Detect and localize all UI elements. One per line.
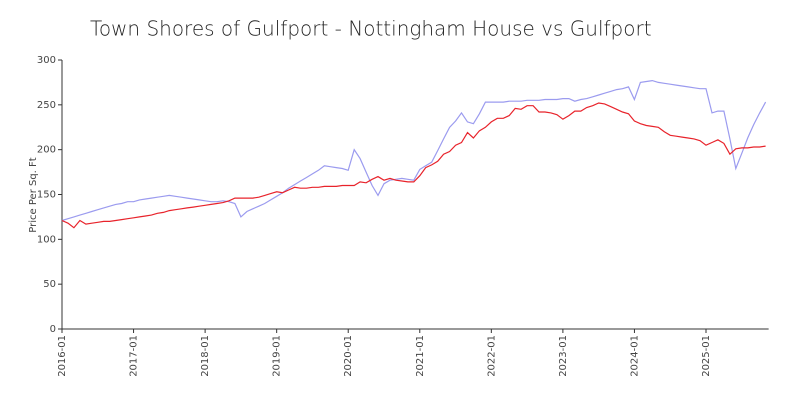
x-tick-label: 2025-01 [701,335,712,377]
x-tick-label: 2022-01 [486,335,497,377]
y-tick-label: 150 [37,190,56,201]
x-tick-label: 2023-01 [558,335,569,377]
x-tick-label: 2020-01 [343,335,354,377]
y-tick-label: 300 [37,55,56,66]
y-tick-label: 200 [37,145,56,156]
y-tick-label: 250 [37,100,56,111]
x-tick-label: 2016-01 [57,335,68,377]
x-tick-label: 2021-01 [415,335,426,377]
chart-title: Town Shores of Gulfport - Nottingham Hou… [90,17,652,41]
y-tick-label: 0 [50,324,56,335]
series-line [61,102,766,229]
x-tick-label: 2018-01 [200,335,211,377]
y-tick-label: 50 [43,279,56,290]
series-line [61,79,767,222]
y-axis-label: Price Per Sq. Ft [28,157,39,232]
x-tick-label: 2019-01 [272,335,283,377]
y-tick-label: 100 [37,234,56,245]
x-tick-label: 2024-01 [629,335,640,377]
x-tick-label: 2017-01 [129,335,140,377]
